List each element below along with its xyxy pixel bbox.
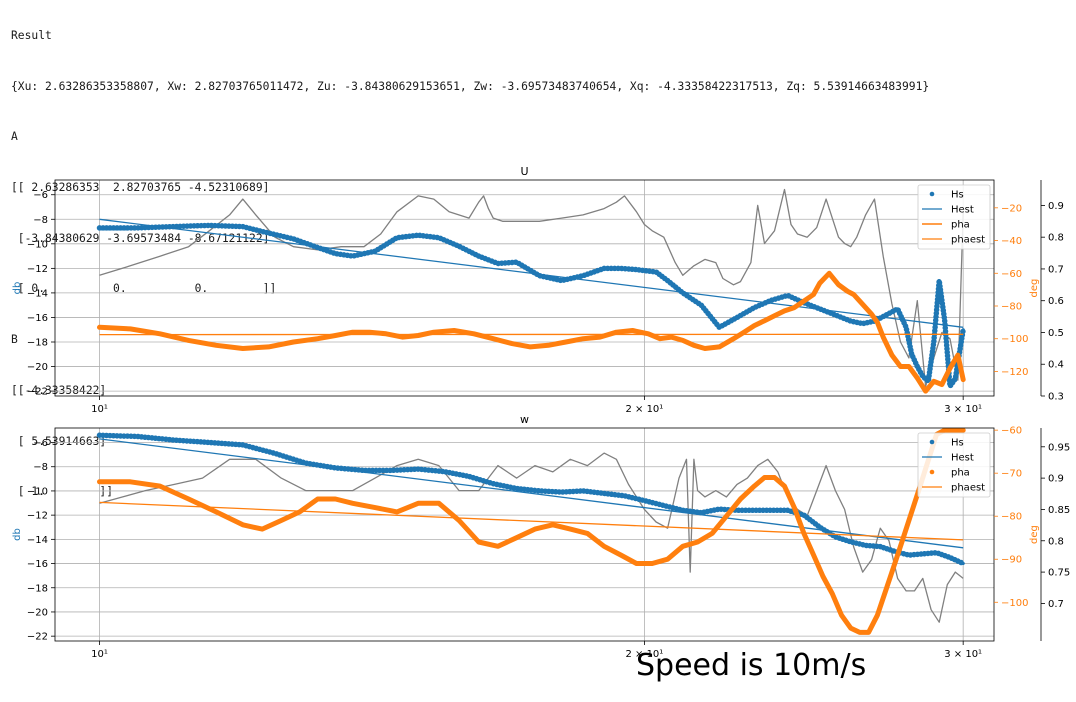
axes-frame xyxy=(54,179,995,397)
chart-panel-U: U 10¹ 2 × 10¹ 3 × 10¹ −22 −20 −18 −16 −14 −12 −10 −… xyxy=(12,165,1064,415)
y-tick-label: −8 xyxy=(33,215,48,226)
y-tick-label: −10 xyxy=(27,239,48,250)
y2-tick-label: −60 xyxy=(1001,269,1022,280)
y-tick-label: −18 xyxy=(27,583,48,594)
series-pha xyxy=(97,428,966,635)
y3-tick-label: 0.9 xyxy=(1048,201,1064,212)
console-line: [ 5.53914663] xyxy=(11,434,107,448)
y3-tick-label: 0.8 xyxy=(1048,233,1064,244)
console-line: [ 0. 0. 0. ]] xyxy=(11,282,277,296)
series-Hs-trace xyxy=(97,433,965,566)
series-Hs-trace xyxy=(97,223,965,388)
y2-tick-label: −100 xyxy=(1001,334,1028,345)
y2-tick-label: −70 xyxy=(1001,469,1022,480)
y2-tick-label: −80 xyxy=(1001,512,1022,523)
axes-frame xyxy=(54,427,995,642)
legend-label: phaest xyxy=(951,483,985,494)
series-Hest xyxy=(99,218,964,328)
y2-axis-label: deg xyxy=(1029,525,1040,544)
console-line: [-3.84380629 -3.69573484 -8.67121122] xyxy=(11,231,270,245)
y-tick-label: −16 xyxy=(27,313,48,324)
y2-tick-label: −90 xyxy=(1001,555,1022,566)
y2-tick-label: −80 xyxy=(1001,302,1022,313)
chart-title: U xyxy=(520,165,528,178)
y3-tick-label: 0.6 xyxy=(1048,296,1064,307)
console-line: {Xu: 2.63286353358807, Xw: 2.82703765011… xyxy=(11,79,930,93)
legend-marker xyxy=(929,469,935,475)
y3-tick-label: 0.75 xyxy=(1048,568,1070,579)
y-tick-label: −22 xyxy=(27,632,48,643)
legend-label: pha xyxy=(951,220,970,231)
legend-label: Hs xyxy=(951,438,964,449)
y-tick-label: −8 xyxy=(33,462,48,473)
console-line: A xyxy=(11,130,18,144)
series-phaest xyxy=(99,501,964,541)
y3-tick-label: 0.4 xyxy=(1048,360,1064,371)
x-tick-label: 3 × 10¹ xyxy=(944,649,982,660)
console-line: B xyxy=(11,333,18,347)
legend: Hs Hest pha phaest xyxy=(917,184,991,250)
plot-area xyxy=(96,428,966,635)
speed-caption: Speed is 10m/s xyxy=(636,648,867,683)
series-gray xyxy=(99,452,964,623)
y3-tick-label: 0.8 xyxy=(1048,536,1064,547)
series-pha xyxy=(97,270,966,394)
y-tick-label: −6 xyxy=(33,190,48,201)
y2-tick-label: −20 xyxy=(1001,203,1022,214)
chart-title: w xyxy=(520,413,529,426)
x-tick-label: 2 × 10¹ xyxy=(625,404,663,415)
legend-marker xyxy=(929,439,935,445)
legend-label: phaest xyxy=(951,235,985,246)
y2-axis-label: deg xyxy=(1029,279,1040,298)
y3-tick-label: 0.7 xyxy=(1048,599,1064,610)
legend: Hs Hest pha phaest xyxy=(917,432,991,498)
y3-tick-label: 0.95 xyxy=(1048,442,1070,453)
legend-label: Hest xyxy=(951,453,974,464)
legend-label: pha xyxy=(951,468,970,479)
console-line: [[-4.33358422] xyxy=(11,383,107,397)
y-axis-label: db xyxy=(12,528,23,541)
y-tick-label: −16 xyxy=(27,559,48,570)
legend-box xyxy=(917,184,991,250)
y-tick-label: −22 xyxy=(27,387,48,398)
x-tick-label: 10¹ xyxy=(91,404,108,415)
y-tick-label: −14 xyxy=(27,288,48,299)
y-tick-label: −14 xyxy=(27,535,48,546)
y3-tick-label: 0.9 xyxy=(1048,474,1064,485)
y2-tick-label: −100 xyxy=(1001,598,1028,609)
series-Hest xyxy=(99,438,964,549)
console-line: [ 1. ]] xyxy=(11,485,114,499)
y-axis-label: db xyxy=(12,282,23,295)
y3-tick-label: 0.5 xyxy=(1048,328,1064,339)
x-tick-label: 10¹ xyxy=(91,649,108,660)
y3-tick-label: 0.3 xyxy=(1048,392,1064,403)
series-Hs xyxy=(96,222,966,389)
series-gray xyxy=(99,188,964,388)
y-tick-label: −18 xyxy=(27,338,48,349)
chart-panel-w: w 10¹ 2 × 10¹ 3 × 10¹ −22 −20 −18 −16 −14 −12 −10 −… xyxy=(12,413,1070,660)
legend-box xyxy=(917,432,991,498)
y-tick-label: −12 xyxy=(27,264,48,275)
y-tick-label: −12 xyxy=(27,511,48,522)
console-output: Result {Xu: 2.63286353358807, Xw: 2.8270… xyxy=(11,0,929,518)
legend-marker xyxy=(929,191,935,197)
y-tick-label: −10 xyxy=(27,486,48,497)
series-Hs xyxy=(96,432,966,567)
y2-tick-label: −120 xyxy=(1001,367,1028,378)
y-tick-label: −20 xyxy=(27,607,48,618)
legend-label: Hs xyxy=(951,190,964,201)
console-line: Result xyxy=(11,28,52,42)
y-tick-label: −6 xyxy=(33,438,48,449)
y-tick-label: −20 xyxy=(27,362,48,373)
y3-tick-label: 0.7 xyxy=(1048,264,1064,275)
y2-tick-label: −40 xyxy=(1001,236,1022,247)
y2-tick-label: −60 xyxy=(1001,426,1022,437)
x-tick-label: 3 × 10¹ xyxy=(944,404,982,415)
legend-label: Hest xyxy=(951,205,974,216)
y3-tick-label: 0.85 xyxy=(1048,505,1070,516)
x-tick-label: 2 × 10¹ xyxy=(625,649,663,660)
plot-area xyxy=(96,188,966,394)
console-line: [[ 2.63286353 2.82703765 -4.52310689] xyxy=(11,180,270,194)
